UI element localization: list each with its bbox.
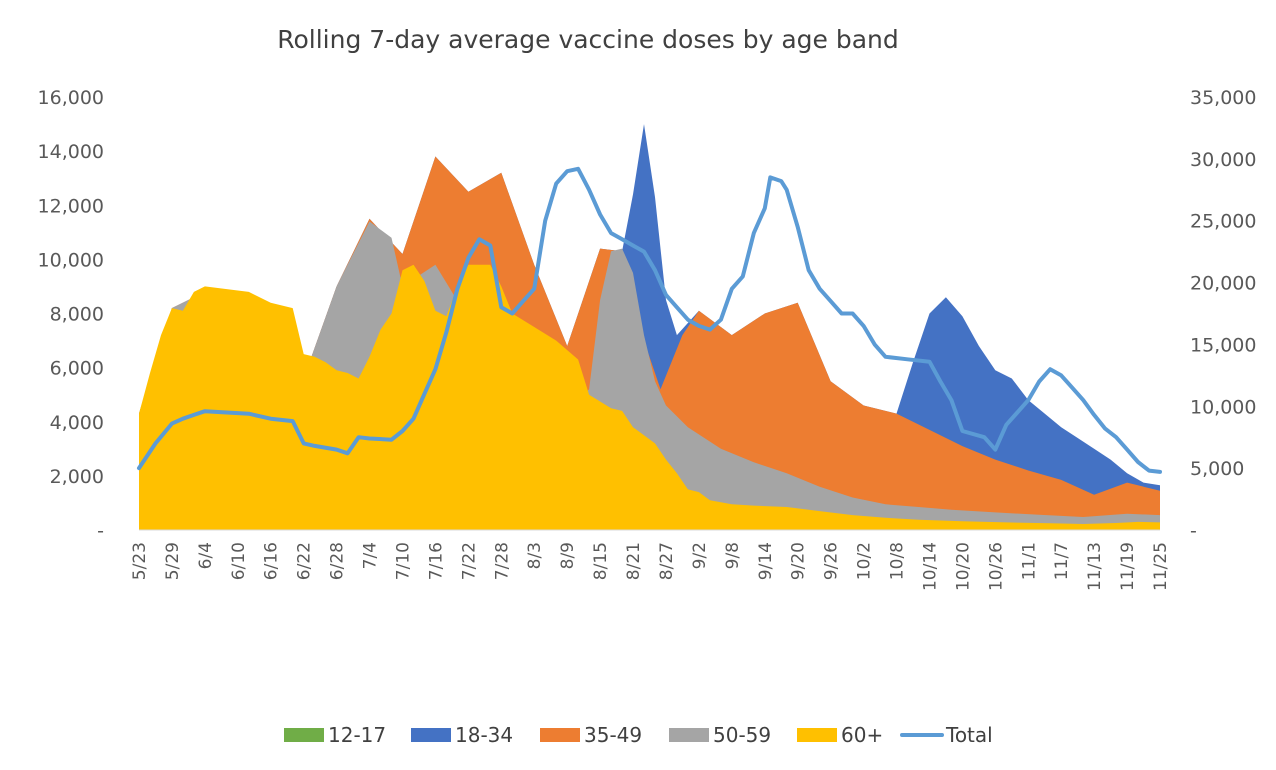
x-tick-label: 5/23 (130, 542, 150, 580)
y-left-tick-label: - (97, 520, 104, 542)
x-tick-label: 10/8 (888, 542, 908, 580)
x-tick-label: 7/10 (393, 542, 413, 580)
x-tick-label: 10/2 (855, 542, 875, 580)
x-tick-label: 9/26 (822, 542, 842, 580)
y-right-tick-label: 25,000 (1190, 211, 1256, 233)
x-axis: 5/23 5/29 6/4 6/10 6/16 6/22 6/28 7/4 7/10 7/16 7/… (130, 542, 1171, 591)
x-tick-label: 9/8 (723, 542, 743, 569)
legend-label: 60+ (841, 723, 883, 747)
y-right-tick-label: 5,000 (1190, 458, 1244, 480)
x-tick-label: 11/1 (1019, 542, 1039, 580)
legend-label: 50-59 (713, 723, 771, 747)
y-right-tick-label: 20,000 (1190, 273, 1256, 295)
chart-title: Rolling 7-day average vaccine doses by a… (277, 25, 898, 54)
x-tick-label: 6/28 (328, 542, 348, 580)
legend-label: 35-49 (584, 723, 642, 747)
legend-swatch (797, 728, 837, 742)
y-left-tick-label: 12,000 (38, 195, 104, 217)
legend-label: Total (945, 723, 993, 747)
y-axis-left: - 2,000 4,000 6,000 8,000 10,000 12,000 14,000 1… (38, 87, 104, 542)
legend-label: 12-17 (328, 723, 386, 747)
x-tick-label: 9/20 (789, 542, 809, 580)
legend-swatch (411, 728, 451, 742)
x-tick-label: 11/7 (1052, 542, 1072, 580)
x-tick-label: 11/19 (1118, 542, 1138, 591)
y-left-tick-label: 10,000 (38, 249, 104, 271)
x-tick-label: 6/16 (262, 542, 282, 580)
total-line-layer (137, 166, 1162, 474)
x-tick-label: 7/4 (361, 542, 381, 569)
y-right-tick-label: 10,000 (1190, 396, 1256, 418)
x-tick-label: 11/25 (1151, 542, 1171, 591)
legend-swatch (284, 728, 324, 742)
y-right-tick-label: - (1190, 520, 1197, 542)
x-tick-label: 6/22 (295, 542, 315, 580)
x-tick-label: 7/22 (459, 542, 479, 580)
x-tick-label: 8/3 (525, 542, 545, 569)
legend-label: 18-34 (455, 723, 513, 747)
x-tick-label: 5/29 (163, 542, 183, 580)
y-right-tick-label: 15,000 (1190, 334, 1256, 356)
x-tick-label: 8/15 (591, 542, 611, 580)
y-left-tick-label: 14,000 (38, 141, 104, 163)
x-tick-label: 9/14 (756, 542, 776, 580)
x-tick-label: 6/10 (229, 542, 249, 580)
y-left-tick-label: 8,000 (50, 304, 104, 326)
y-right-tick-label: 35,000 (1190, 87, 1256, 109)
x-tick-label: 10/26 (986, 542, 1006, 591)
plot-area (139, 124, 1160, 530)
y-right-tick-label: 30,000 (1190, 149, 1256, 171)
x-tick-label: 6/4 (196, 542, 216, 569)
legend-swatch (669, 728, 709, 742)
x-tick-label: 7/16 (426, 542, 446, 580)
y-left-tick-label: 2,000 (50, 466, 104, 488)
y-left-tick-label: 6,000 (50, 358, 104, 380)
y-left-tick-label: 16,000 (38, 87, 104, 109)
x-tick-label: 10/14 (920, 542, 940, 591)
x-tick-label: 8/9 (558, 542, 578, 569)
total-line (137, 166, 1162, 474)
x-tick-label: 8/21 (624, 542, 644, 580)
series-area-4 (139, 264, 1160, 530)
x-tick-label: 8/27 (657, 542, 677, 580)
legend: 12-17 18-34 35-49 50-59 60+ Total (284, 723, 993, 747)
x-tick-label: 10/20 (953, 542, 973, 591)
y-left-tick-label: 4,000 (50, 412, 104, 434)
y-axis-right: - 5,000 10,000 15,000 20,000 25,000 30,000 35,0… (1190, 87, 1256, 542)
x-tick-label: 9/2 (690, 542, 710, 569)
x-tick-label: 11/13 (1085, 542, 1105, 591)
legend-swatch (540, 728, 580, 742)
x-tick-label: 7/28 (492, 542, 512, 580)
